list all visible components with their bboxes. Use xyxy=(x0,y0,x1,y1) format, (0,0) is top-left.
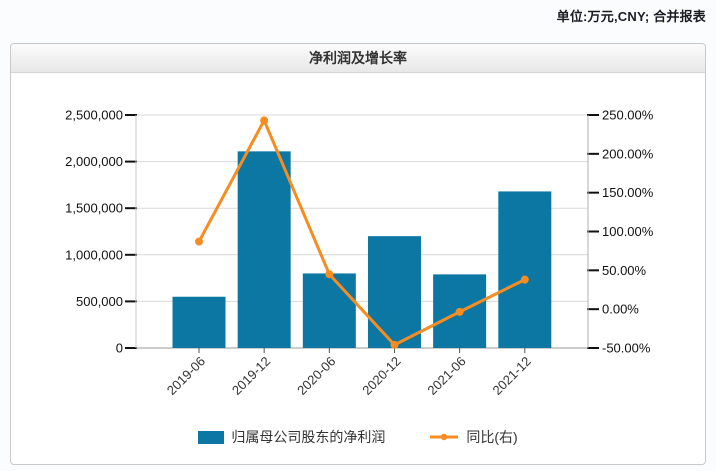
legend-bar-label: 归属母公司股东的净利润 xyxy=(231,429,386,445)
unit-note: 单位:万元,CNY; 合并报表 xyxy=(556,9,706,24)
bar-2020-12[interactable] xyxy=(367,236,421,348)
left-axis-label: 2,000,000 xyxy=(65,154,123,169)
chart-title: 净利润及增长率 xyxy=(11,44,705,73)
x-axis-label: 2020-12 xyxy=(359,354,403,398)
bar-2019-06[interactable] xyxy=(172,296,226,348)
legend-bar-swatch-icon xyxy=(198,430,225,444)
yoy-line xyxy=(197,118,527,347)
line-point-2020-06[interactable] xyxy=(325,270,334,279)
legend-item-yoy[interactable]: 同比(右) xyxy=(429,427,518,447)
legend-line-marker-icon xyxy=(430,433,459,441)
left-axis-label: 0 xyxy=(116,341,123,356)
chart-panel: 净利润及增长率 2,500,000 2,000,000 1,500,000 1,000… xyxy=(10,43,706,465)
line-point-2021-06[interactable] xyxy=(455,307,464,316)
left-axis-label: 2,500,000 xyxy=(65,108,123,123)
line-point-2021-12[interactable] xyxy=(520,275,529,284)
right-axis-label: 100.00% xyxy=(602,224,654,239)
bar-2021-12[interactable] xyxy=(498,191,552,348)
bar-2019-12[interactable] xyxy=(237,151,291,348)
x-axis-label: 2019-12 xyxy=(229,354,273,398)
right-axis-label: -50.00% xyxy=(602,341,651,356)
left-axis-label: 1,500,000 xyxy=(65,201,123,216)
x-axis-label: 2021-12 xyxy=(490,354,534,398)
legend-item-net-profit[interactable]: 归属母公司股东的净利润 xyxy=(198,427,385,447)
right-axis-label: 0.00% xyxy=(602,302,639,317)
combo-chart-svg: 2,500,000 2,000,000 1,500,000 1,000,000 500,… xyxy=(65,108,654,398)
x-axis-label: 2019-06 xyxy=(164,354,208,398)
x-axis-label: 2021-06 xyxy=(424,354,468,398)
right-axis-label: 50.00% xyxy=(602,263,647,278)
right-axis-label: 200.00% xyxy=(602,146,654,161)
right-axis-label: 250.00% xyxy=(602,108,654,123)
left-axis-label: 1,000,000 xyxy=(65,247,123,262)
bar-2020-06[interactable] xyxy=(302,273,356,348)
line-point-2019-06[interactable] xyxy=(195,237,203,246)
chart-area: 2,500,000 2,000,000 1,500,000 1,000,000 500,… xyxy=(11,73,705,403)
legend-yoy-label: 同比(右) xyxy=(466,429,518,445)
line-point-2019-12[interactable] xyxy=(260,116,269,125)
chart-legend: 归属母公司股东的净利润 同比(右) xyxy=(11,427,705,447)
line-point-2020-12[interactable] xyxy=(390,340,399,349)
right-axis-label: 150.00% xyxy=(602,185,654,200)
x-axis-label: 2020-06 xyxy=(294,354,338,398)
left-axis-label: 500,000 xyxy=(76,294,123,309)
